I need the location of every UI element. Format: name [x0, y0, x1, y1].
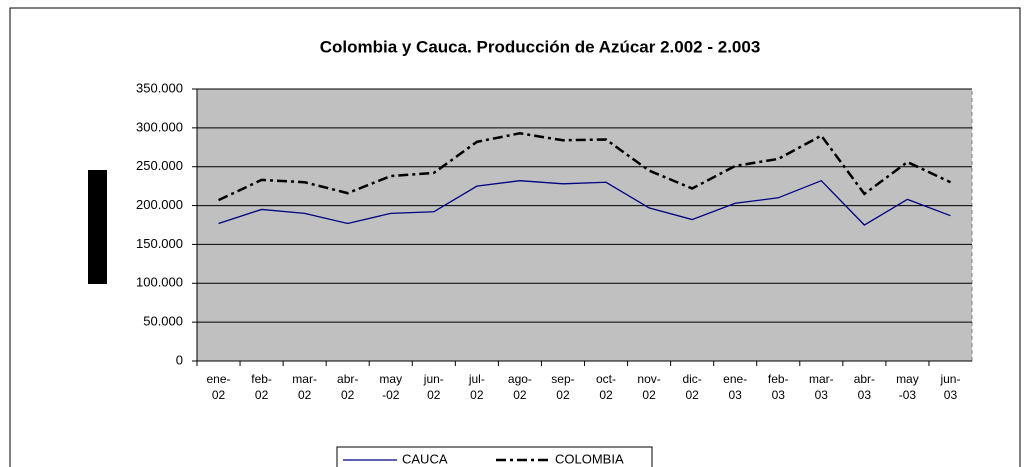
x-tick-label: ene-03 — [723, 372, 748, 402]
y-tick-label: 350.000 — [136, 80, 183, 95]
x-tick-label: mar-02 — [292, 372, 317, 402]
x-tick-label: jul-02 — [468, 372, 485, 402]
chart-title: Colombia y Cauca. Producción de Azúcar 2… — [320, 37, 761, 56]
x-tick-label: jun-02 — [423, 372, 444, 402]
x-tick-label: feb-03 — [767, 372, 789, 402]
axis-title-block — [88, 170, 107, 284]
x-tick-label: dic-02 — [682, 372, 702, 402]
legend-label: CAUCA — [402, 451, 448, 466]
x-tick-label: may-03 — [896, 372, 919, 402]
legend-box — [336, 446, 653, 467]
series-line — [217, 132, 952, 202]
y-tick-label: 150.000 — [136, 236, 183, 251]
y-tick-label: 0 — [176, 352, 183, 367]
x-tick-label: abr-02 — [337, 372, 359, 402]
x-tick-label: ago-02 — [507, 372, 532, 402]
plot-area — [196, 88, 973, 362]
y-tick-label: 50.000 — [143, 314, 183, 329]
y-tick-label: 100.000 — [136, 275, 183, 290]
x-tick-label: nov-02 — [637, 372, 661, 402]
x-tick-label: feb-02 — [251, 372, 272, 402]
x-tick-label: may-02 — [379, 372, 403, 402]
x-tick-label: ene-02 — [206, 372, 231, 402]
legend-label: COLOMBIA — [555, 451, 624, 466]
x-tick-label: sep-02 — [551, 372, 575, 402]
y-tick-label: 250.000 — [136, 158, 183, 173]
x-tick-label: abr-03 — [853, 372, 876, 402]
y-tick-label: 300.000 — [136, 119, 183, 134]
x-tick-label: oct-02 — [596, 372, 617, 402]
x-tick-label: mar-03 — [808, 372, 834, 402]
y-tick-label: 200.000 — [136, 197, 183, 212]
series-line — [218, 179, 951, 226]
x-tick-label: jun-03 — [940, 372, 961, 402]
